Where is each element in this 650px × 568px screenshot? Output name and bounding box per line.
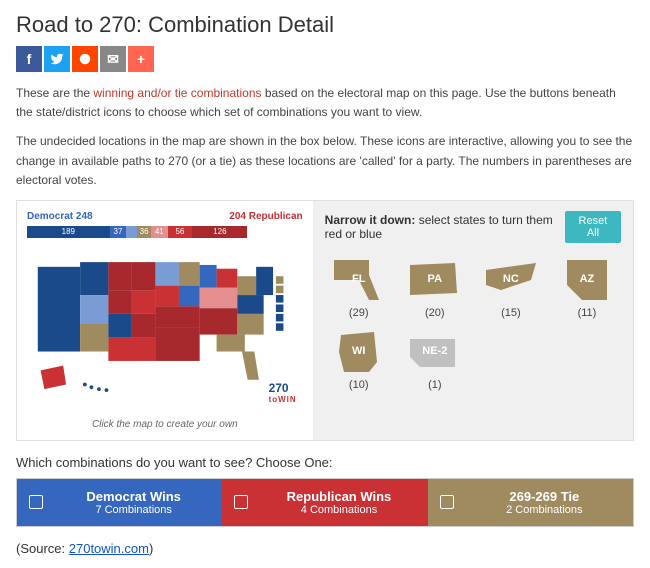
combo-row: Democrat Wins7 CombinationsRepublican Wi… bbox=[16, 478, 634, 527]
logo-270towin: 270toWIN bbox=[269, 381, 297, 404]
state-ev: (1) bbox=[401, 379, 469, 391]
state-code: NE-2 bbox=[422, 345, 447, 357]
ev-bar-segment: 56 bbox=[168, 226, 193, 238]
state-item-fl[interactable]: FL (29) bbox=[325, 255, 393, 319]
ev-bar-segment: 37 bbox=[110, 226, 127, 238]
narrow-title: Narrow it down: bbox=[325, 213, 416, 227]
rep-total: 204 bbox=[229, 211, 246, 222]
state-ev: (29) bbox=[325, 307, 393, 319]
ev-bar-segment bbox=[126, 226, 137, 238]
ev-bar-segment: 126 bbox=[192, 226, 247, 238]
state-item-nc[interactable]: NC (15) bbox=[477, 255, 545, 319]
intro-link: winning and/or tie combinations bbox=[93, 86, 261, 100]
combo-sub: 7 Combinations bbox=[57, 504, 210, 516]
combo-button-dem[interactable]: Democrat Wins7 Combinations bbox=[17, 479, 222, 526]
map-column: Democrat 248 204 Republican 18937 3641561… bbox=[17, 201, 313, 440]
rep-label: Republican bbox=[249, 211, 303, 222]
ev-bar-segment: 36 bbox=[137, 226, 151, 238]
state-code: PA bbox=[428, 273, 442, 285]
combo-button-tie[interactable]: 269-269 Tie2 Combinations bbox=[428, 479, 633, 526]
combo-question: Which combinations do you want to see? C… bbox=[16, 455, 634, 470]
dem-total: 248 bbox=[76, 211, 93, 222]
ev-bar: 18937 364156126 bbox=[27, 226, 303, 238]
checkbox-icon bbox=[234, 495, 248, 509]
state-grid: FL (29) PA (20) NC (15) AZ (11) WI (10) NE-2 (1) bbox=[325, 255, 621, 391]
combo-sub: 2 Combinations bbox=[468, 504, 621, 516]
source-link[interactable]: 270towin.com bbox=[69, 541, 149, 556]
share-twitter[interactable] bbox=[44, 46, 70, 72]
ev-bar-segment: 41 bbox=[151, 226, 168, 238]
state-code: WI bbox=[352, 345, 365, 357]
checkbox-icon bbox=[440, 495, 454, 509]
combo-title: 269-269 Tie bbox=[468, 489, 621, 504]
state-item-az[interactable]: AZ (11) bbox=[553, 255, 621, 319]
state-item-ne-2[interactable]: NE-2 (1) bbox=[401, 327, 469, 391]
intro-1: These are the winning and/or tie combina… bbox=[16, 84, 634, 122]
page-title: Road to 270: Combination Detail bbox=[16, 12, 634, 38]
share-facebook[interactable]: f bbox=[16, 46, 42, 72]
us-map[interactable] bbox=[27, 248, 303, 408]
state-ev: (20) bbox=[401, 307, 469, 319]
state-item-wi[interactable]: WI (10) bbox=[325, 327, 393, 391]
combo-sub: 4 Combinations bbox=[262, 504, 415, 516]
state-ev: (10) bbox=[325, 379, 393, 391]
combo-title: Republican Wins bbox=[262, 489, 415, 504]
share-row: f ✉ + bbox=[16, 46, 634, 72]
combo-button-rep[interactable]: Republican Wins4 Combinations bbox=[222, 479, 427, 526]
state-ev: (15) bbox=[477, 307, 545, 319]
checkbox-icon bbox=[29, 495, 43, 509]
state-item-pa[interactable]: PA (20) bbox=[401, 255, 469, 319]
share-reddit[interactable] bbox=[72, 46, 98, 72]
main-panel: Democrat 248 204 Republican 18937 3641561… bbox=[16, 200, 634, 441]
state-code: FL bbox=[352, 273, 365, 285]
state-ev: (11) bbox=[553, 307, 621, 319]
state-code: AZ bbox=[580, 273, 595, 285]
share-email[interactable]: ✉ bbox=[100, 46, 126, 72]
ev-bar-segment: 189 bbox=[27, 226, 110, 238]
map-caption: Click the map to create your own bbox=[27, 419, 303, 430]
state-code: NC bbox=[503, 273, 519, 285]
source: (Source: 270towin.com) bbox=[16, 541, 634, 556]
dem-label: Democrat bbox=[27, 211, 73, 222]
reset-button[interactable]: Reset All bbox=[565, 211, 621, 243]
share-more[interactable]: + bbox=[128, 46, 154, 72]
combo-title: Democrat Wins bbox=[57, 489, 210, 504]
narrow-column: Narrow it down: select states to turn th… bbox=[313, 201, 633, 440]
intro-2: The undecided locations in the map are s… bbox=[16, 132, 634, 190]
